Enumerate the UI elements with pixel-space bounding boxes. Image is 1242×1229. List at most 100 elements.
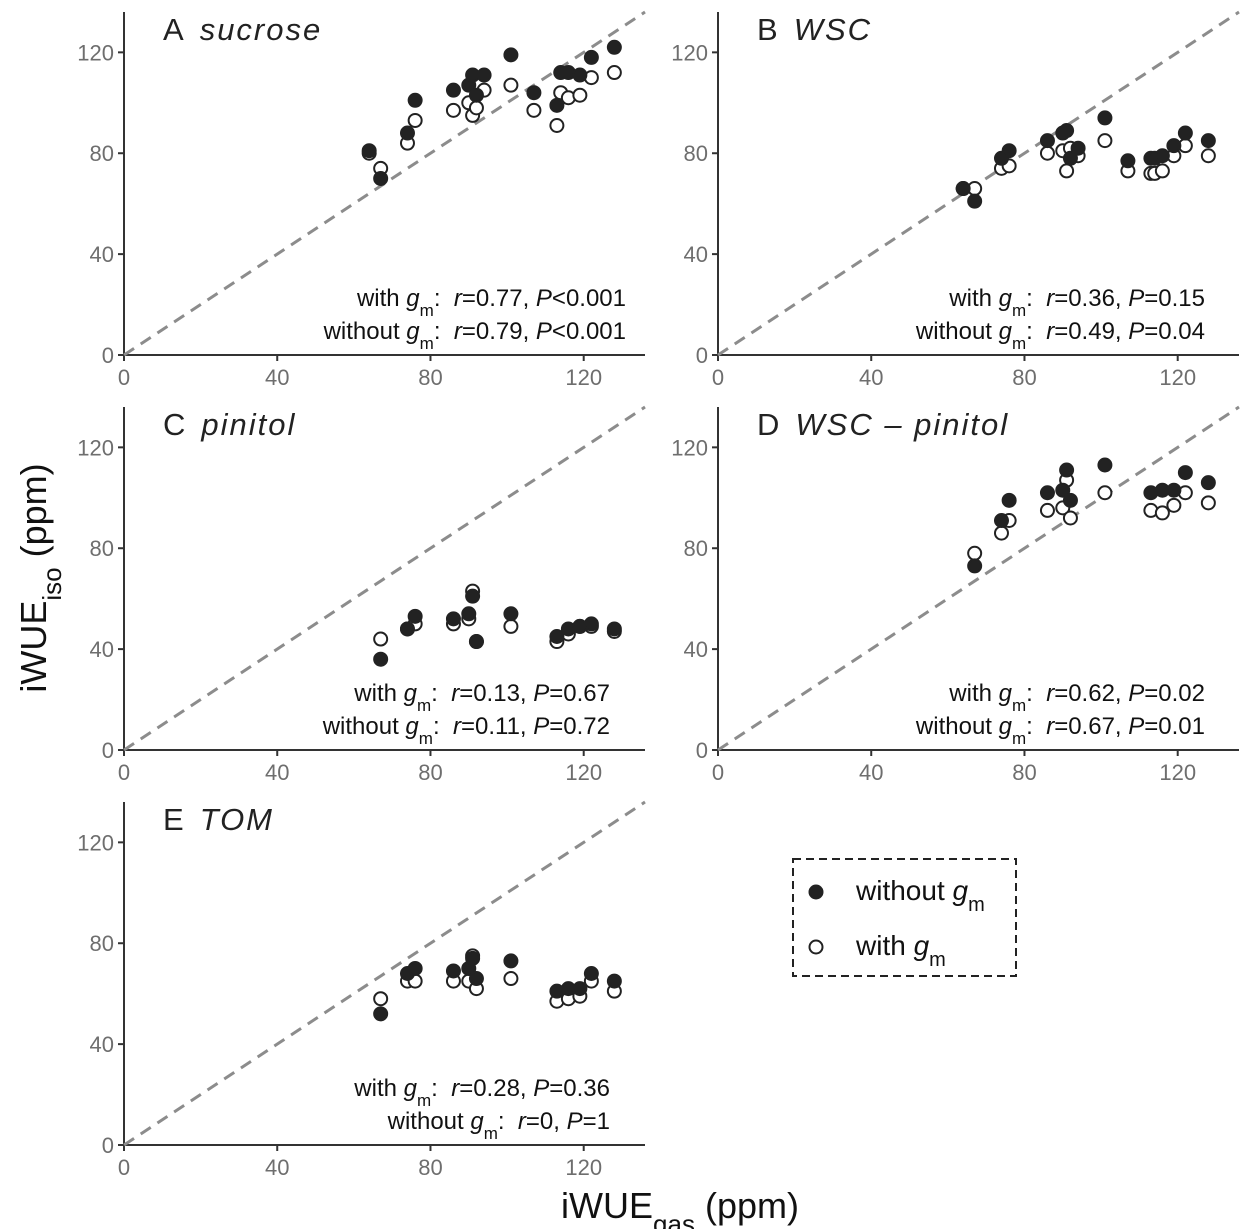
data-point xyxy=(1001,492,1017,508)
x-tick-label: 80 xyxy=(1012,760,1036,785)
data-point xyxy=(1120,153,1136,169)
text-piece: with xyxy=(353,1075,403,1102)
identity-line xyxy=(717,405,1240,752)
text-piece: =0.36, xyxy=(1054,285,1128,312)
text-piece: r xyxy=(518,1108,527,1135)
data-point xyxy=(445,963,461,979)
text-piece: =0.01 xyxy=(1144,713,1205,740)
x-tick-label: 80 xyxy=(418,365,442,390)
text-piece: r xyxy=(454,285,463,312)
data-point xyxy=(468,100,484,116)
text-piece: iWUE xyxy=(561,1185,653,1226)
identity-line xyxy=(123,405,646,752)
data-point xyxy=(1097,110,1113,126)
data-point xyxy=(1039,145,1055,161)
text-piece: P xyxy=(1128,713,1144,740)
text-piece: g xyxy=(406,285,420,312)
text-piece: P xyxy=(567,1108,583,1135)
data-point xyxy=(526,102,542,118)
data-point xyxy=(1166,482,1182,498)
x-tick-label: 120 xyxy=(565,1155,602,1180)
text-piece: with xyxy=(356,285,406,312)
x-tick-label: 40 xyxy=(859,760,883,785)
data-point xyxy=(445,102,461,118)
text-piece: =0.77, xyxy=(462,285,536,312)
text-piece: g xyxy=(406,318,420,345)
data-point xyxy=(606,65,622,81)
y-tick-label: 0 xyxy=(102,1133,114,1158)
text-piece: gas xyxy=(653,1209,695,1229)
text-piece: g xyxy=(999,285,1013,312)
x-tick-label: 0 xyxy=(118,760,130,785)
data-point xyxy=(572,87,588,103)
data-point xyxy=(503,953,519,969)
x-tick-label: 120 xyxy=(565,365,602,390)
text-piece: g xyxy=(405,713,419,740)
data-point xyxy=(1059,123,1075,139)
data-point xyxy=(399,125,415,141)
data-point xyxy=(476,67,492,83)
data-point xyxy=(1062,492,1078,508)
text-piece: r xyxy=(451,680,460,707)
data-point xyxy=(445,82,461,98)
text-piece: iWUE xyxy=(13,601,54,693)
stat-annotation: without gm: r=0.49, P=0.04 xyxy=(915,318,1205,353)
data-point xyxy=(407,960,423,976)
text-piece: P xyxy=(1128,318,1144,345)
stat-annotation: without gm: r=0, P=1 xyxy=(387,1108,610,1143)
text-piece: (ppm) xyxy=(13,463,54,567)
text-piece: =0.36 xyxy=(549,1075,610,1102)
x-tick-label: 0 xyxy=(118,365,130,390)
text-piece: m xyxy=(417,696,431,715)
text-piece: =0.79, xyxy=(462,318,536,345)
legend-label: with gm xyxy=(855,930,946,971)
data-point xyxy=(503,971,519,987)
data-point xyxy=(503,606,519,622)
x-tick-label: 40 xyxy=(265,760,289,785)
text-piece: P xyxy=(1128,680,1144,707)
text-piece: m xyxy=(1012,334,1026,353)
identity-line xyxy=(123,800,646,1147)
text-piece: : xyxy=(433,713,453,740)
data-point xyxy=(993,525,1009,541)
data-point xyxy=(445,611,461,627)
text-piece: without xyxy=(915,713,999,740)
data-point xyxy=(1097,457,1113,473)
y-tick-label: 80 xyxy=(90,931,114,956)
data-point xyxy=(373,651,389,667)
text-piece: with xyxy=(948,285,998,312)
data-point xyxy=(1166,497,1182,513)
x-tick-label: 0 xyxy=(712,365,724,390)
data-point xyxy=(1200,475,1216,491)
text-piece: <0.001 xyxy=(552,318,626,345)
x-tick-label: 0 xyxy=(712,760,724,785)
legend-marker xyxy=(808,884,824,900)
data-point xyxy=(1001,143,1017,159)
x-tick-label: 40 xyxy=(265,1155,289,1180)
data-point xyxy=(1097,485,1113,501)
panel-name: WSC – pinitol xyxy=(795,407,1009,442)
data-point xyxy=(1070,140,1086,156)
data-point xyxy=(1055,482,1071,498)
data-point xyxy=(399,621,415,637)
data-point xyxy=(1154,163,1170,179)
text-piece: r xyxy=(1046,285,1055,312)
stat-annotation: with gm: r=0.77, P<0.001 xyxy=(356,285,626,320)
text-piece: g xyxy=(404,680,418,707)
data-point xyxy=(583,49,599,65)
data-point xyxy=(1097,133,1113,149)
text-piece: : xyxy=(1026,713,1046,740)
text-piece: m xyxy=(419,729,433,748)
text-piece: : xyxy=(498,1108,518,1135)
data-point xyxy=(468,971,484,987)
data-point xyxy=(1154,505,1170,521)
text-piece: =0.67, xyxy=(1054,713,1128,740)
data-point xyxy=(549,117,565,133)
y-tick-label: 120 xyxy=(671,40,708,65)
data-point xyxy=(549,629,565,645)
x-tick-label: 120 xyxy=(1159,365,1196,390)
text-piece: g xyxy=(999,713,1013,740)
text-piece: g xyxy=(470,1108,484,1135)
x-axis-label: iWUEgas (ppm) xyxy=(561,1185,799,1229)
